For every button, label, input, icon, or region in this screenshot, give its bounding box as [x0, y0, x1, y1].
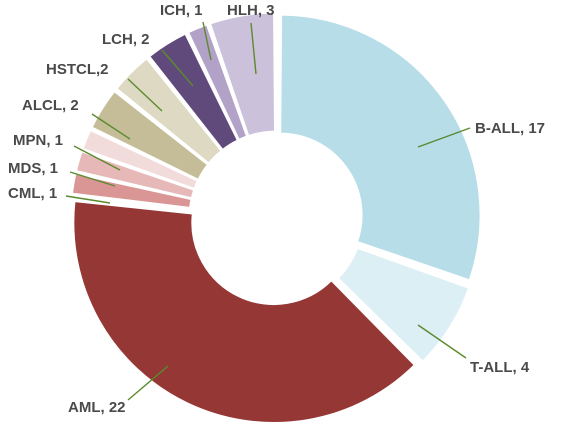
slice-mpn [82, 130, 198, 190]
slice-lch [149, 33, 238, 150]
slice-label-hstcl: HSTCL,2 [46, 61, 109, 78]
leader-line-b-all [417, 127, 471, 148]
slice-b-all [280, 14, 481, 281]
leader-line-hlh [250, 22, 257, 75]
slice-label-hlh: HLH, 3 [227, 2, 275, 19]
slice-label-mpn: MPN, 1 [13, 132, 63, 149]
slice-label-lch: LCH, 2 [102, 31, 150, 48]
leader-line-ich [202, 21, 212, 61]
slice-hstcl [116, 58, 222, 164]
leader-line-mds [69, 171, 116, 187]
leader-line-t-all [417, 324, 467, 359]
leader-line-lch [161, 49, 194, 87]
slice-label-mds: MDS, 1 [8, 160, 58, 177]
slice-ich [188, 24, 248, 140]
leader-line-alcl [91, 113, 131, 140]
slice-alcl [91, 91, 208, 180]
leader-line-mpn [73, 145, 121, 171]
slice-t-all [337, 247, 470, 362]
leader-line-hstcl [127, 78, 163, 112]
slice-label-t-all: T-ALL, 4 [470, 359, 530, 376]
slice-mds [75, 151, 195, 199]
slice-hlh [209, 12, 276, 137]
slice-label-aml: AML, 22 [68, 399, 126, 416]
leader-line-aml [127, 365, 169, 401]
slice-label-ich: ICH, 1 [160, 2, 203, 19]
slice-label-alcl: ALCL, 2 [22, 97, 79, 114]
slice-label-b-all: B-ALL, 17 [475, 120, 545, 137]
slice-aml [73, 201, 415, 423]
slice-label-cml: CML, 1 [8, 185, 57, 202]
leader-line-cml [65, 195, 111, 204]
